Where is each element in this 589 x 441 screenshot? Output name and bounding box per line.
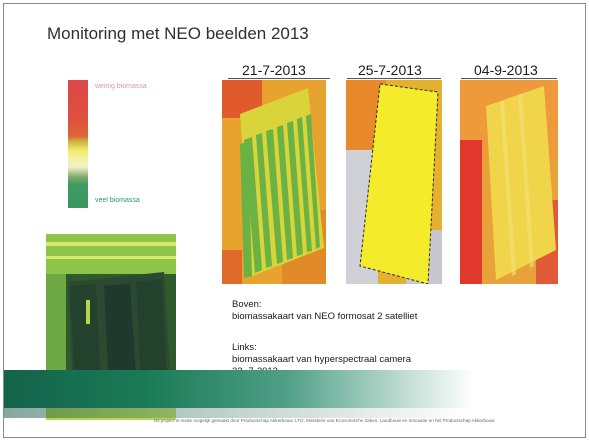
legend-low-label: veel biomassa	[95, 197, 140, 204]
caption-left-heading: Links:	[232, 342, 257, 353]
biomass-map-04-9	[460, 80, 558, 284]
caption-top-heading: Boven:	[232, 299, 262, 310]
date-underline-2	[347, 78, 441, 79]
biomass-map-21-7	[222, 80, 326, 284]
footer-text: Dit project is mede mogelijk gemaakt doo…	[154, 418, 495, 423]
caption-left-text: biomassakaart van hyperspectraal camera	[232, 354, 412, 365]
caption-top: Boven: biomassakaart van NEO formosat 2 …	[232, 299, 417, 323]
slide-title: Monitoring met NEO beelden 2013	[47, 24, 309, 43]
date-underline-1	[228, 78, 330, 79]
date-underline-3	[461, 78, 557, 79]
slide: Monitoring met NEO beelden 2013 weinig b…	[3, 3, 586, 438]
biomass-legend-bar	[68, 80, 88, 208]
date-label-1: 21-7-2013	[242, 62, 306, 78]
caption-top-text: biomassakaart van NEO formosat 2 satelli…	[232, 311, 418, 322]
date-label-3: 04-9-2013	[474, 62, 538, 78]
date-label-2: 25-7-2013	[358, 62, 422, 78]
legend-high-label: weinig biomassa	[95, 83, 147, 90]
biomass-map-25-7	[346, 80, 442, 284]
footer-band-shadow	[4, 408, 585, 418]
footer-band	[4, 370, 474, 408]
